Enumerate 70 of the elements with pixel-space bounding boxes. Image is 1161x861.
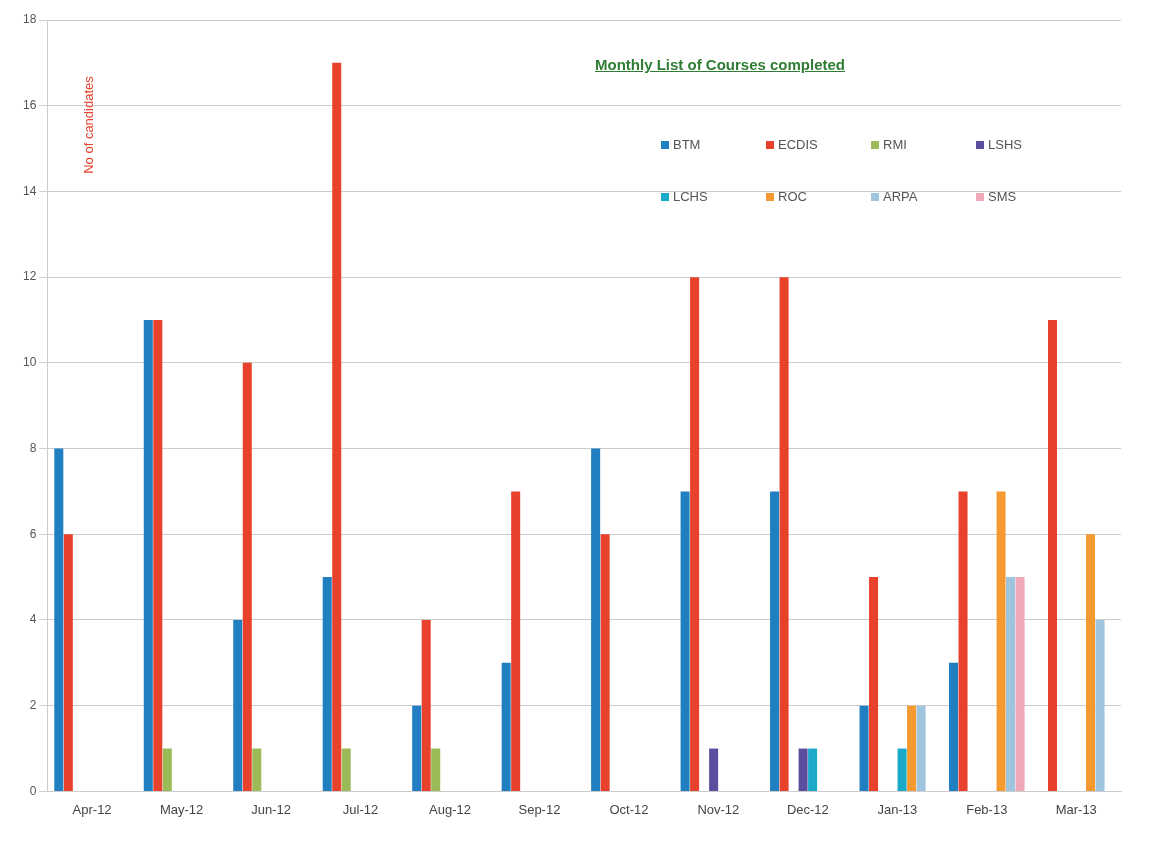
y-tick-label: 16: [22, 98, 37, 113]
bar: [690, 277, 700, 791]
bar: [1006, 577, 1016, 791]
y-tick-label: 4: [29, 612, 37, 627]
x-tick-label: Apr-12: [72, 801, 112, 817]
bar: [252, 748, 262, 791]
bar: [332, 62, 342, 791]
bar: [1047, 319, 1058, 791]
bar: [680, 491, 690, 791]
legend-label: BTM: [673, 136, 701, 152]
bar: [412, 705, 422, 791]
y-tick-label: 10: [22, 355, 37, 370]
bar: [1095, 619, 1105, 791]
bar: [591, 448, 601, 791]
bar: [907, 705, 917, 791]
x-tick-label: Jun-12: [251, 801, 291, 817]
legend-label: ECDIS: [778, 136, 819, 152]
legend-label: RMI: [883, 136, 907, 152]
legend-label: LCHS: [673, 188, 709, 204]
y-tick-label: 14: [22, 183, 37, 198]
bar: [341, 748, 351, 791]
bar: [322, 577, 332, 791]
bar: [143, 319, 153, 791]
x-tick-label: May-12: [159, 801, 204, 817]
y-tick-label: 0: [29, 783, 37, 798]
bar: [808, 748, 818, 791]
y-tick-label: 18: [22, 12, 37, 27]
bar: [501, 662, 511, 791]
bar: [916, 705, 926, 791]
legend-label: ARPA: [883, 188, 918, 204]
x-tick-label: Nov-12: [697, 801, 740, 817]
bar: [958, 491, 968, 791]
bar: [233, 619, 243, 791]
bar: [1015, 577, 1025, 791]
bar: [996, 491, 1006, 791]
x-tick-label: Aug-12: [429, 801, 471, 817]
x-tick-label: Jul-12: [342, 801, 379, 817]
bar: [859, 705, 869, 791]
bar: [1086, 534, 1096, 791]
bar: [600, 534, 610, 791]
y-axis-title: No of candidates: [80, 76, 96, 174]
bar: [162, 748, 172, 791]
text: Monthly List of Courses completed: [594, 56, 846, 73]
bar: [153, 319, 163, 791]
legend-label: LSHS: [988, 136, 1023, 152]
bar: [798, 748, 808, 791]
legend-label: SMS: [988, 188, 1017, 204]
y-tick-label: 12: [22, 269, 37, 284]
x-tick-label: Mar-13: [1055, 801, 1097, 817]
bar: [242, 362, 252, 791]
y-tick-label: 2: [29, 698, 37, 712]
bar: [869, 577, 879, 791]
bar: [54, 448, 64, 791]
y-tick-label: 8: [29, 440, 37, 455]
bar: [897, 748, 907, 791]
legend-label: ROC: [778, 188, 807, 204]
bar: [431, 748, 441, 791]
bar: [770, 491, 780, 791]
x-tick-label: Sep-12: [518, 801, 561, 817]
x-tick-label: Feb-13: [966, 801, 1008, 817]
bar: [709, 748, 719, 791]
bar: [421, 619, 431, 791]
x-tick-label: Oct-12: [609, 801, 649, 817]
bar: [63, 534, 73, 791]
bar: [779, 277, 789, 791]
y-tick-label: 6: [29, 526, 37, 541]
x-tick-label: Dec-12: [786, 801, 829, 817]
bar: [511, 491, 521, 791]
bar: [949, 662, 959, 791]
x-tick-label: Jan-13: [877, 801, 918, 817]
